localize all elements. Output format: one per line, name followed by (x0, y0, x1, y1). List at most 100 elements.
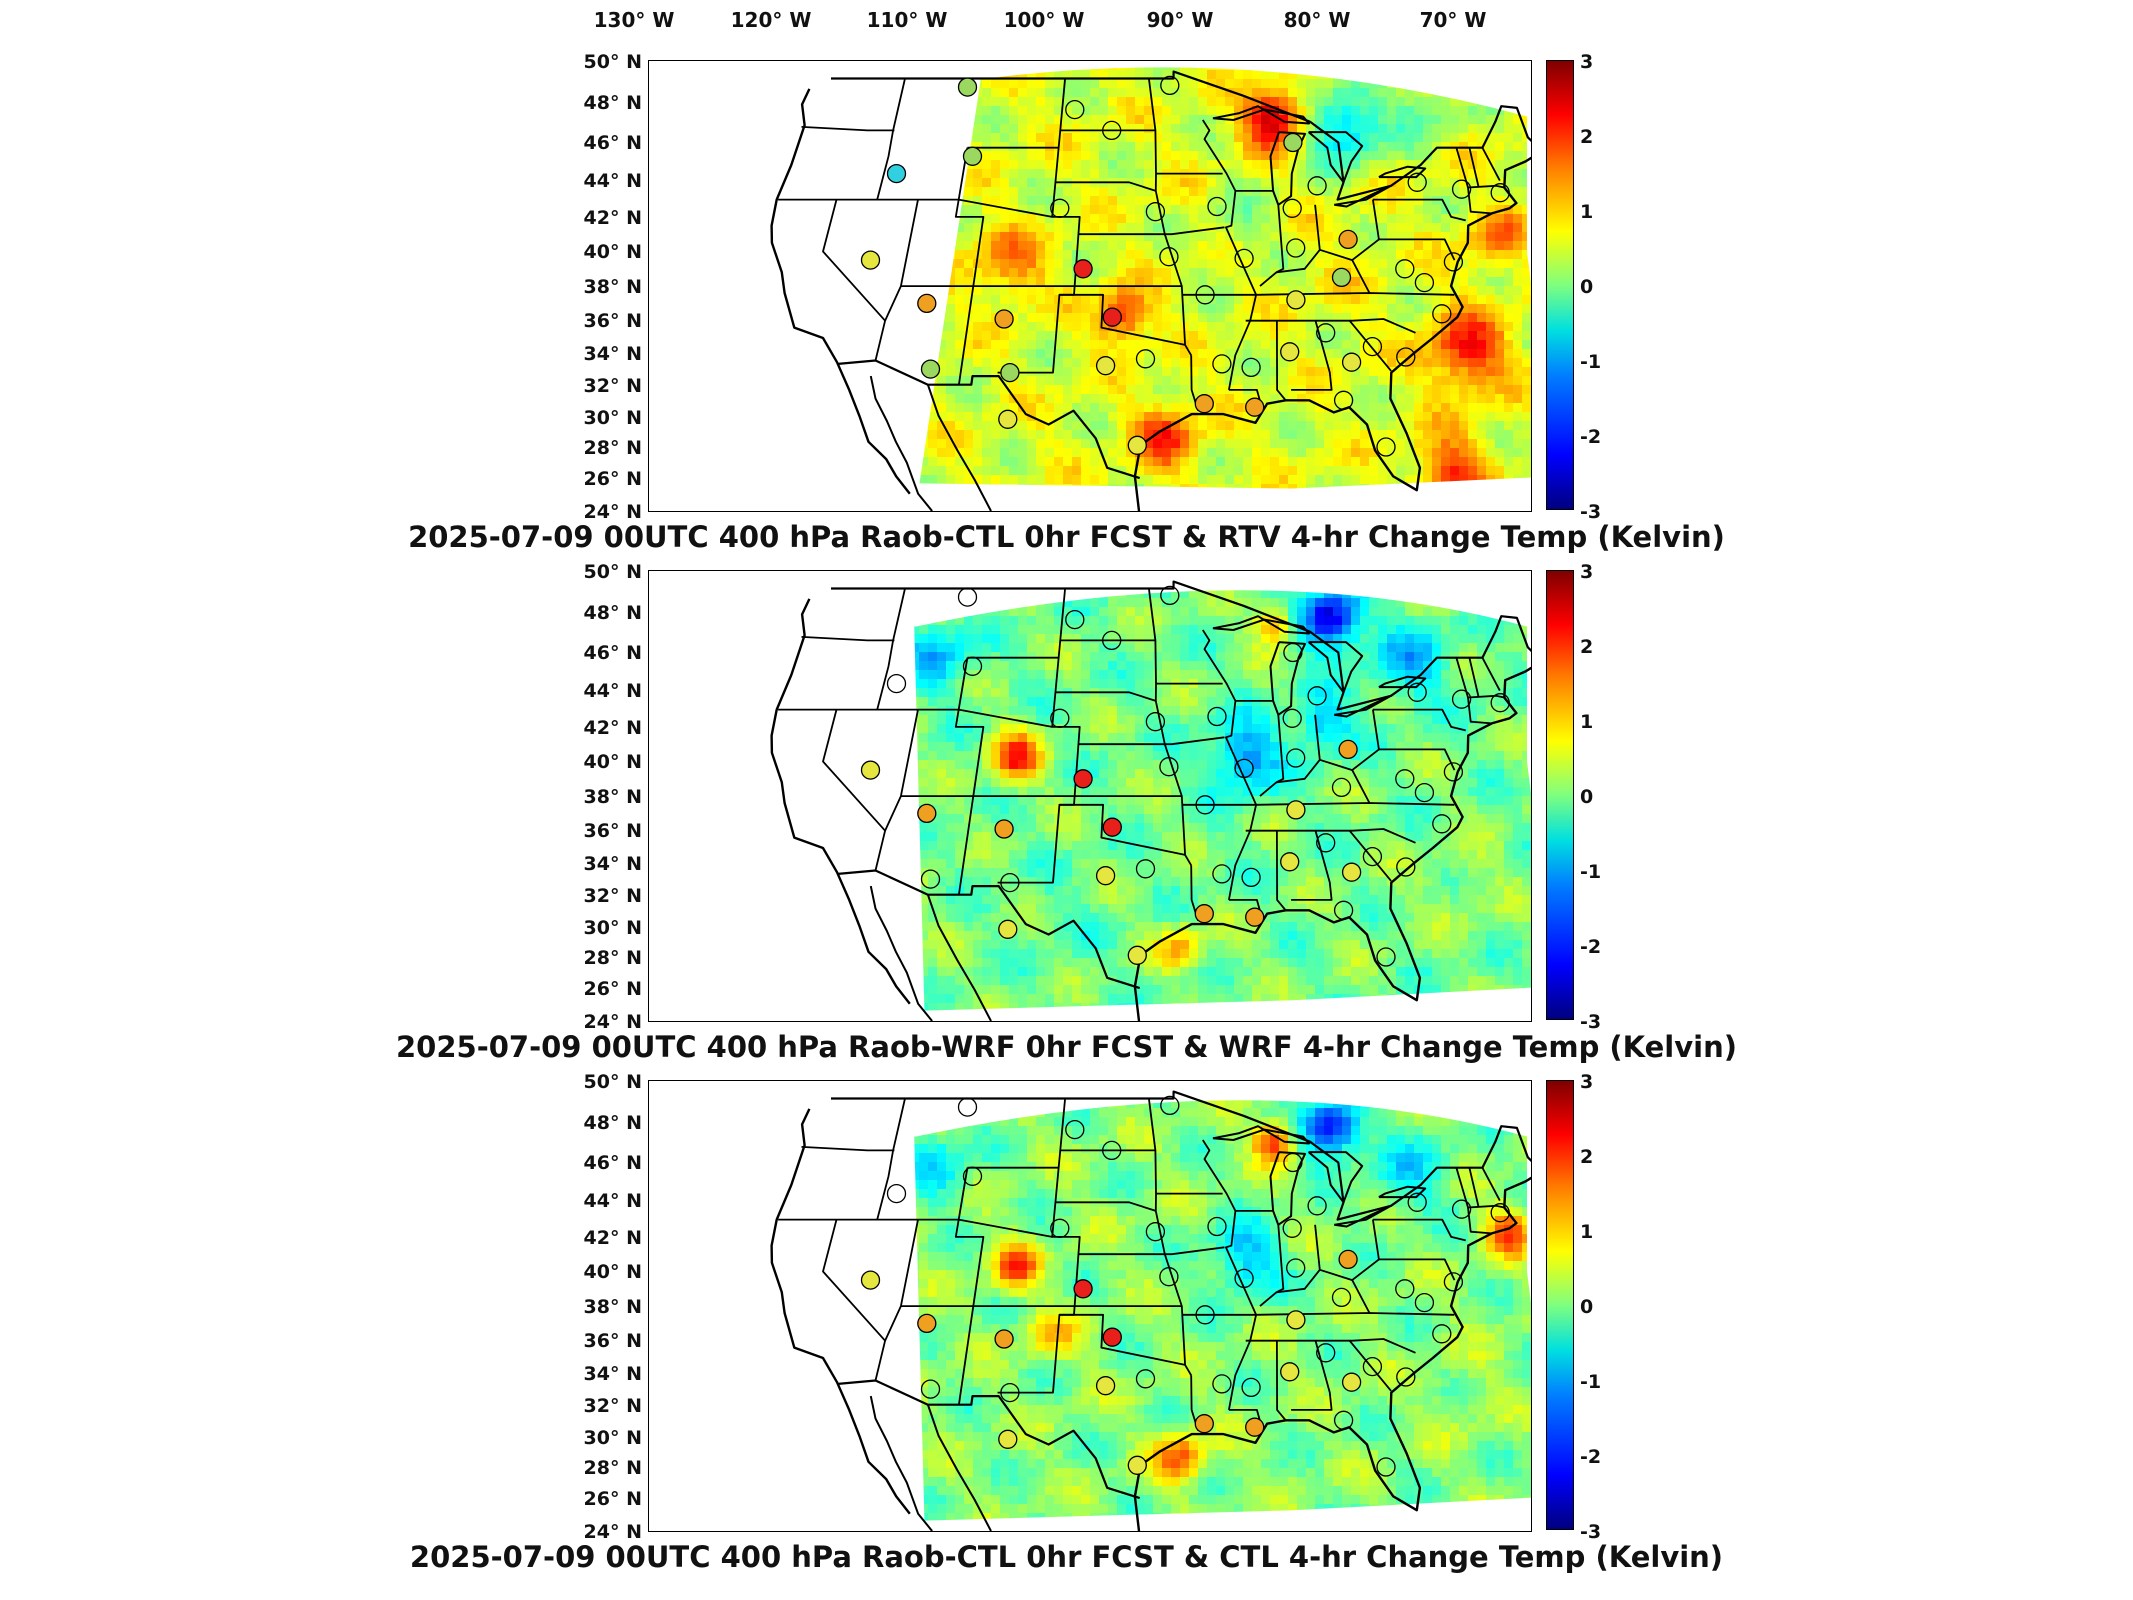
raob-station-marker (1245, 397, 1265, 417)
gulf-atlantic-coastline (1133, 1176, 1531, 1531)
raob-station-marker (1316, 833, 1336, 853)
state-border (801, 1146, 895, 1152)
raob-station-marker (962, 1166, 983, 1186)
raob-station-marker (1095, 1376, 1116, 1396)
raob-station-marker (1073, 259, 1093, 279)
raob-station-marker (1102, 120, 1122, 141)
raob-station-marker (1102, 307, 1122, 327)
raob-station-marker (1073, 769, 1093, 789)
raob-station-marker (1338, 739, 1358, 760)
state-border (1148, 78, 1192, 356)
raob-station-marker (1443, 1272, 1464, 1292)
map-svg (770, 580, 1531, 1021)
state-border (1467, 184, 1505, 189)
colorbar-tick-label: 2 (1580, 636, 1594, 658)
raob-station-marker (917, 293, 937, 314)
great-lake-shoreline (1212, 1125, 1310, 1145)
raob-station-marker (1135, 859, 1156, 879)
raob-station-marker (1362, 846, 1383, 867)
latitude-tick-label: 36° N (583, 1329, 642, 1352)
state-border (874, 709, 919, 871)
latitude-tick-label: 34° N (583, 342, 642, 365)
state-border (1468, 657, 1480, 698)
raob-station-marker (1207, 706, 1227, 727)
raob-station-marker (1127, 1455, 1147, 1475)
west-coastline (770, 88, 911, 495)
raob-station-marker (1362, 1356, 1383, 1377)
raob-station-marker (1283, 132, 1303, 153)
state-border (1276, 714, 1321, 784)
latitude-tick-label: 44° N (583, 1190, 642, 1213)
raob-station-marker (1395, 769, 1415, 789)
raob-station-marker (957, 587, 978, 607)
longitude-tick-label: 100° W (1003, 8, 1085, 32)
great-lake-shoreline (1307, 641, 1364, 694)
raob-station-marker (1194, 904, 1214, 924)
raob-station-marker (998, 919, 1018, 939)
state-border (1276, 1340, 1287, 1421)
state-border (1455, 1167, 1492, 1235)
longitude-tick-label: 110° W (866, 8, 948, 32)
latitude-tick-label: 48° N (583, 1111, 642, 1134)
latitude-tick-label: 30° N (583, 916, 642, 939)
latitude-tick-label: 30° N (583, 1426, 642, 1449)
state-border (1148, 588, 1192, 866)
state-border (1481, 147, 1501, 182)
raob-station-marker (1407, 172, 1427, 192)
state-border (1055, 181, 1157, 192)
raob-station-marker (1159, 757, 1179, 777)
raob-station-marker (1102, 817, 1122, 837)
mexico-coastline (926, 384, 992, 511)
state-border (1259, 714, 1285, 797)
raob-station-marker (1194, 1414, 1214, 1434)
mexico-border (838, 359, 1141, 480)
raob-station-marker (1145, 712, 1166, 732)
colorbar-tick-label: 3 (1580, 561, 1594, 583)
raob-station-marker (1376, 1457, 1396, 1477)
latitude-tick-label: 24° N (583, 1521, 642, 1543)
state-border (1351, 259, 1371, 294)
raob-station-marker (920, 1379, 941, 1399)
state-border (1202, 119, 1257, 391)
state-border (1348, 320, 1392, 372)
state-border (1455, 147, 1492, 215)
raob-station-marker (860, 760, 881, 780)
raob-station-marker (1050, 708, 1070, 728)
raob-station-marker (1286, 238, 1306, 258)
raob-station-marker (1065, 609, 1085, 630)
latitude-tick-label: 42° N (583, 716, 642, 739)
raob-station-marker (1307, 686, 1327, 706)
raob-station-marker (1282, 1218, 1302, 1238)
state-border (1276, 320, 1287, 401)
raob-station-marker (860, 1270, 881, 1290)
raob-station-marker (1195, 795, 1215, 815)
raob-station-marker (886, 1183, 907, 1204)
raob-station-marker (1282, 708, 1302, 728)
raob-station-marker (1307, 176, 1327, 196)
raob-station-marker (1160, 585, 1180, 606)
state-border (1276, 1224, 1321, 1294)
state-border (876, 78, 906, 200)
raob-station-marker (1286, 1310, 1306, 1330)
colorbar-tick-label: 0 (1580, 1296, 1594, 1318)
state-border (801, 126, 895, 132)
raob-station-marker (1145, 1222, 1166, 1242)
map-plot-area (648, 570, 1532, 1022)
raob-station-marker (1194, 394, 1214, 414)
mexico-border (838, 869, 1141, 990)
raob-station-marker (917, 803, 937, 824)
latitude-tick-label: 42° N (583, 206, 642, 229)
state-border (954, 1167, 985, 1405)
colorbar-tick-label: -3 (1580, 501, 1602, 523)
state-border (822, 1219, 886, 1342)
state-border (1055, 691, 1157, 702)
raob-station-marker (1414, 1292, 1435, 1313)
raob-station-marker (1316, 323, 1336, 343)
raob-station-marker (962, 656, 983, 676)
raob-station-marker (1280, 342, 1300, 362)
raob-station-marker (1135, 1369, 1156, 1389)
raob-station-marker (1396, 1367, 1416, 1387)
raob-station-marker (1286, 1258, 1306, 1278)
latitude-tick-label: 42° N (583, 1226, 642, 1249)
raob-station-marker (1159, 1267, 1179, 1287)
